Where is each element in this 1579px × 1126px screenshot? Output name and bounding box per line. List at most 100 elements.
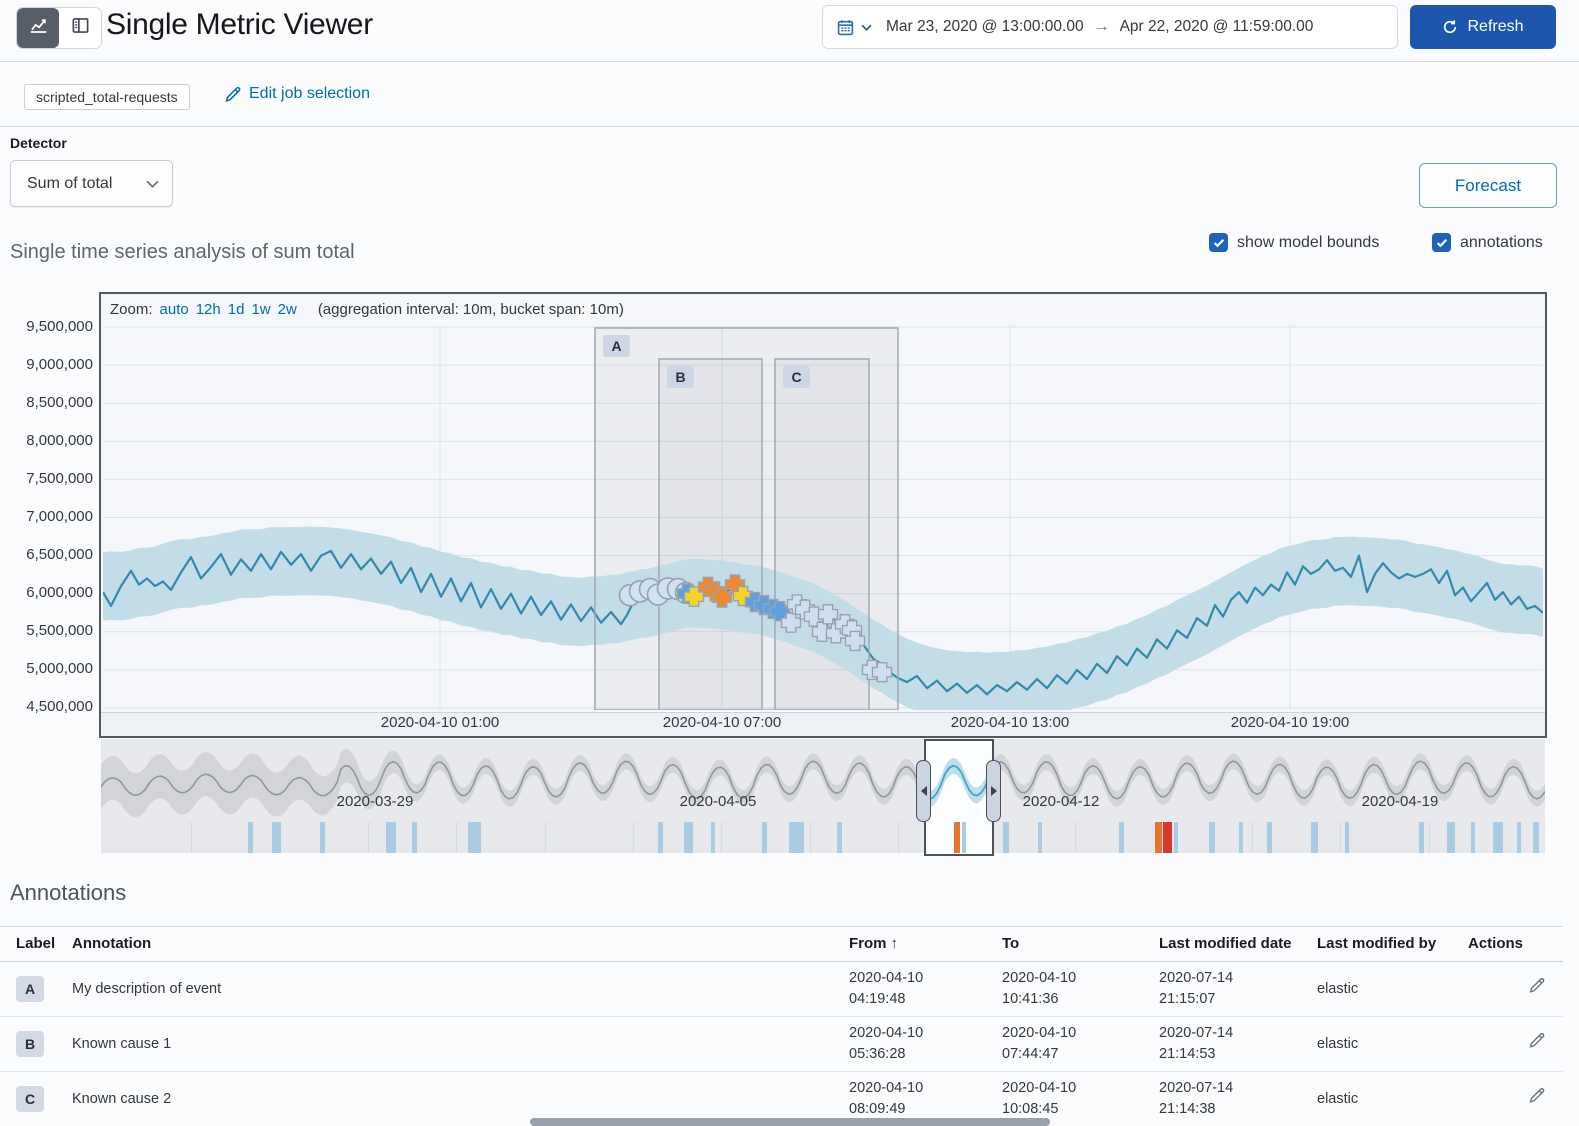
edit-annotation-icon[interactable] xyxy=(1528,1088,1545,1108)
annotation-stripe-blue xyxy=(1119,822,1124,853)
x-axis-tick: 2020-04-10 07:00 xyxy=(662,714,782,731)
swimlane-cell-border xyxy=(1429,822,1430,853)
annotation-stripe-blue xyxy=(1517,822,1521,853)
col-modified-by[interactable]: Last modified by xyxy=(1317,926,1468,962)
zoom-2w-link[interactable]: 2w xyxy=(277,301,297,318)
anomaly-explorer-toggle[interactable] xyxy=(59,8,101,48)
y-axis-tick: 7,500,000 xyxy=(26,470,93,487)
context-axis-tick: 2020-04-12 xyxy=(1022,793,1100,810)
chart-zoom-toolbar: Zoom: auto 12h 1d 1w 2w (aggregation int… xyxy=(110,301,624,318)
swimlane-cell-border xyxy=(898,822,899,853)
zoom-1d-link[interactable]: 1d xyxy=(227,301,245,318)
chevron-down-icon xyxy=(146,180,159,188)
to-cell: 2020-04-10 10:41:36 xyxy=(1002,961,1159,1017)
annotation-stripe-orange xyxy=(954,822,960,853)
annotation-stripe-blue xyxy=(837,822,842,853)
annotation-label-badge: B xyxy=(16,1031,44,1057)
job-bar-divider xyxy=(0,126,1579,127)
sort-ascending-icon: ↑ xyxy=(890,935,899,952)
annotation-stripe-blue xyxy=(412,822,417,853)
y-axis-tick: 6,000,000 xyxy=(26,584,93,601)
edit-annotation-icon[interactable] xyxy=(1528,978,1545,998)
table-header-row: Label Annotation From ↑ To Last modified … xyxy=(0,926,1563,962)
date-from-value[interactable]: Mar 23, 2020 @ 13:00:00.00 xyxy=(886,18,1084,35)
context-overview-chart[interactable] xyxy=(101,739,1545,822)
swimlane-cell-border xyxy=(456,822,457,853)
detector-label: Detector xyxy=(10,135,67,151)
annotations-swimlane[interactable] xyxy=(101,822,1545,853)
table-row: A My description of event 2020-04-10 04:1… xyxy=(0,961,1563,1017)
zoom-1w-link[interactable]: 1w xyxy=(251,301,271,318)
context-axis-tick: 2020-03-29 xyxy=(336,793,414,810)
refresh-button[interactable]: Refresh xyxy=(1410,5,1556,49)
annotation-stripe-blue xyxy=(658,822,663,853)
time-selection-brush[interactable] xyxy=(924,739,994,856)
swimlane-cell-border xyxy=(1075,822,1076,853)
y-axis-tick: 9,500,000 xyxy=(26,318,93,335)
chevron-down-icon xyxy=(861,24,872,31)
explorer-layout-icon xyxy=(71,16,90,40)
annotation-text: My description of event xyxy=(72,961,849,1017)
horizontal-scrollbar-thumb[interactable] xyxy=(530,1118,1050,1126)
context-axis-tick: 2020-04-19 xyxy=(1361,793,1439,810)
series-analysis-title: Single time series analysis of sum total xyxy=(10,241,355,263)
annotations-checkbox[interactable] xyxy=(1432,233,1451,252)
modified-date-cell: 2020-07-14 21:14:53 xyxy=(1159,1016,1317,1072)
time-series-chart[interactable]: A B C xyxy=(103,325,1543,710)
annotation-stripe-blue xyxy=(1419,822,1424,853)
annotation-label-badge: A xyxy=(16,976,44,1002)
from-cell: 2020-04-10 08:09:49 xyxy=(849,1071,1002,1126)
detector-select[interactable]: Sum of total xyxy=(10,160,173,207)
forecast-button[interactable]: Forecast xyxy=(1419,163,1557,208)
table-row: B Known cause 1 2020-04-10 05:36:28 2020-… xyxy=(0,1016,1563,1072)
y-axis-tick: 5,000,000 xyxy=(26,660,93,677)
annotation-stripe-blue xyxy=(762,822,767,853)
show-model-bounds-checkbox[interactable] xyxy=(1209,233,1228,252)
job-badge: scripted_total-requests xyxy=(24,84,190,110)
annotations-control: annotations xyxy=(1432,233,1543,252)
annotation-stripe-blue xyxy=(1267,822,1272,853)
annotation-stripe-blue xyxy=(1038,822,1042,853)
triangle-left-icon xyxy=(920,786,927,796)
col-actions: Actions xyxy=(1468,926,1563,962)
annotation-stripe-blue xyxy=(1239,822,1243,853)
y-axis-tick: 8,000,000 xyxy=(26,432,93,449)
col-label[interactable]: Label xyxy=(0,926,72,962)
swimlane-cell-border xyxy=(368,822,369,853)
annotations-table: Label Annotation From ↑ To Last modified … xyxy=(0,926,1563,1126)
modified-by-cell: elastic xyxy=(1317,1071,1468,1126)
col-to[interactable]: To xyxy=(1002,926,1159,962)
annotation-stripe-blue xyxy=(684,822,693,853)
y-axis-tick: 7,000,000 xyxy=(26,508,93,525)
edit-annotation-icon[interactable] xyxy=(1528,1033,1545,1053)
y-axis-tick: 5,500,000 xyxy=(26,622,93,639)
page-title: Single Metric Viewer xyxy=(106,8,373,41)
single-metric-viewer-toggle[interactable] xyxy=(17,8,59,48)
calendar-icon[interactable] xyxy=(837,19,854,36)
col-from[interactable]: From ↑ xyxy=(849,926,1002,962)
x-axis-strip xyxy=(101,712,1545,736)
x-axis-tick: 2020-04-10 01:00 xyxy=(380,714,500,731)
edit-job-selection-link[interactable]: Edit job selection xyxy=(224,85,370,103)
swimlane-cell-border xyxy=(721,822,722,853)
date-to-value[interactable]: Apr 22, 2020 @ 11:59:00.00 xyxy=(1119,18,1314,35)
brush-handle-right[interactable] xyxy=(986,760,1001,822)
modified-date-cell: 2020-07-14 21:14:38 xyxy=(1159,1071,1317,1126)
brush-handle-left[interactable] xyxy=(916,760,931,822)
annotation-stripe-blue xyxy=(1003,822,1009,853)
context-axis-tick: 2020-04-05 xyxy=(679,793,757,810)
zoom-12h-link[interactable]: 12h xyxy=(195,301,221,318)
zoom-auto-link[interactable]: auto xyxy=(159,301,189,318)
col-modified-date[interactable]: Last modified date xyxy=(1159,926,1317,962)
svg-text:B: B xyxy=(675,369,685,385)
x-axis-tick: 2020-04-10 13:00 xyxy=(950,714,1070,731)
swimlane-cell-border xyxy=(810,822,811,853)
date-range-picker[interactable]: Mar 23, 2020 @ 13:00:00.00 → Apr 22, 202… xyxy=(822,5,1398,49)
svg-text:C: C xyxy=(791,369,801,385)
annotation-stripe-blue xyxy=(1174,822,1178,853)
aggregation-interval-note: (aggregation interval: 10m, bucket span:… xyxy=(317,301,624,318)
header-divider xyxy=(0,61,1579,62)
show-model-bounds-label: show model bounds xyxy=(1237,233,1380,251)
annotation-label-badge: C xyxy=(16,1086,44,1112)
col-annotation[interactable]: Annotation xyxy=(72,926,849,962)
